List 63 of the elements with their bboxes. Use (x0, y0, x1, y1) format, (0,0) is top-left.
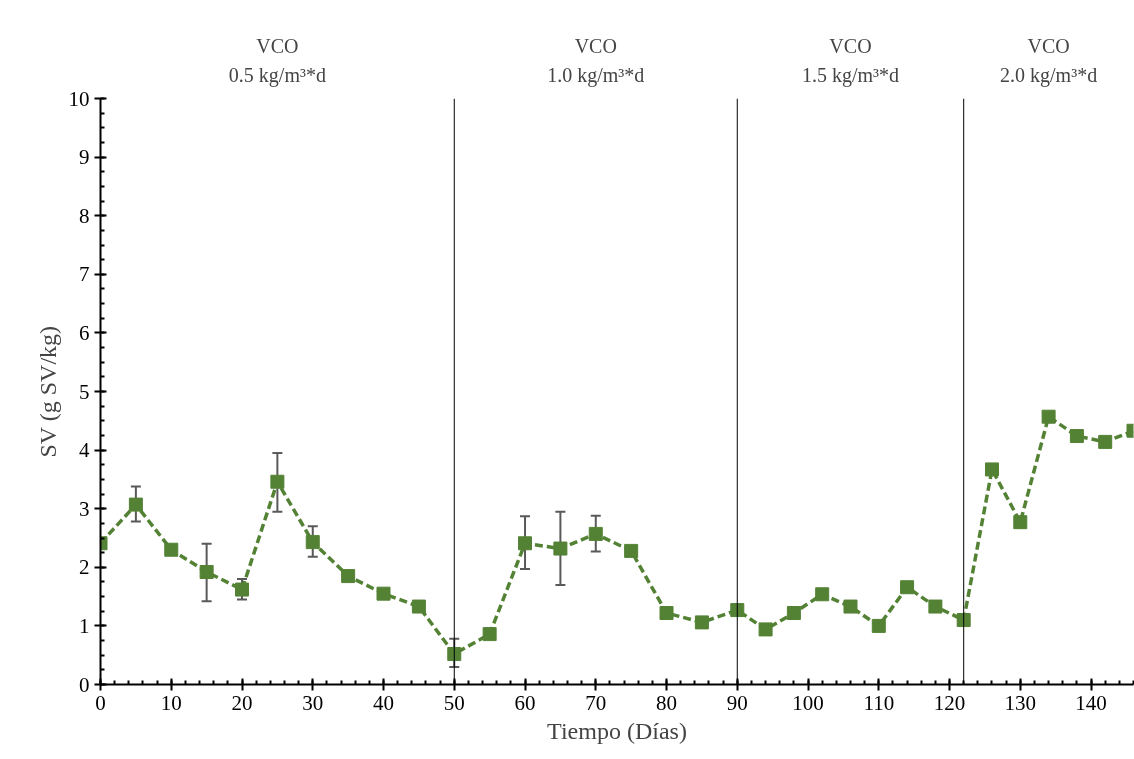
y-tick-label: 3 (79, 496, 90, 521)
y-tick-label: 5 (79, 379, 90, 404)
point (235, 582, 250, 597)
point (730, 603, 745, 618)
y-tick-label: 9 (79, 145, 90, 170)
x-tick-label: 100 (792, 690, 824, 715)
y-tick-label: 10 (68, 86, 90, 111)
y-tick-label: 6 (79, 320, 90, 345)
point (270, 474, 285, 489)
point (624, 543, 639, 558)
point (900, 580, 915, 595)
x-tick-label: 110 (863, 690, 895, 715)
y-axis-title: SV (g SV/kg) (34, 325, 61, 458)
point (376, 586, 391, 601)
point (758, 622, 773, 637)
point (128, 497, 143, 512)
x-tick-label: 120 (933, 690, 966, 715)
x-tick-label: 40 (373, 690, 395, 715)
point (984, 462, 999, 477)
x-tick-label: 130 (1004, 690, 1037, 715)
text: VCO 0.5 kg/m³*d (228, 35, 326, 87)
text: VCO 2.0 kg/m³*d (1000, 35, 1098, 87)
x-tick-label: 30 (302, 690, 324, 715)
point (164, 542, 179, 557)
x-tick-label: 60 (514, 690, 536, 715)
point (411, 599, 426, 614)
y-tick-label: 1 (79, 613, 90, 638)
x-axis-title: Tiempo (Días) (547, 717, 687, 744)
point (659, 606, 674, 621)
x-tick-label: 20 (231, 690, 253, 715)
text: VCO 1.0 kg/m³*d (547, 35, 645, 87)
point (956, 613, 971, 628)
point (815, 587, 830, 602)
y-tick-label: 0 (79, 672, 90, 697)
y-tick-label: 7 (79, 262, 90, 287)
point (1069, 429, 1084, 444)
text: VCO 1.5 kg/m³*d (801, 35, 900, 87)
x-tick-label: 10 (160, 690, 182, 715)
point (871, 618, 886, 633)
y-tick-label: 2 (79, 555, 90, 580)
x-tick-label: 50 (443, 690, 465, 715)
point (1098, 434, 1113, 449)
point (928, 599, 943, 614)
x-tick-label: 90 (726, 690, 748, 715)
point (518, 536, 533, 551)
x-tick-label: 0 (95, 690, 106, 715)
x-tick-label: 140 (1075, 690, 1107, 715)
point (843, 599, 858, 614)
point (786, 606, 801, 621)
point (199, 564, 214, 579)
point (1041, 409, 1056, 424)
point (447, 647, 462, 662)
point (341, 569, 356, 584)
point (694, 615, 709, 630)
y-tick-label: 4 (79, 438, 90, 463)
x-tick-label: 80 (656, 690, 678, 715)
point (1013, 515, 1028, 530)
point (305, 535, 320, 550)
x-tick-label: 70 (585, 690, 607, 715)
point (553, 541, 568, 556)
point (588, 526, 603, 541)
y-tick-label: 8 (79, 203, 90, 228)
point (482, 627, 497, 642)
